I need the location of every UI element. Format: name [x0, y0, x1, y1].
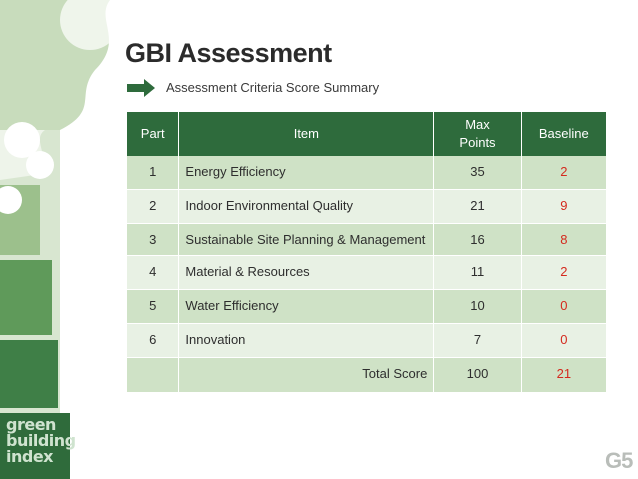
logo-line-2: building: [6, 431, 76, 450]
cell-part: 5: [127, 289, 180, 324]
header-baseline: Baseline: [521, 112, 606, 156]
table-row: 6 Innovation 7 0: [127, 323, 606, 358]
cell-max-points: 21: [433, 189, 522, 224]
cell-max-points: 35: [433, 156, 522, 190]
arrow-right-icon: [127, 79, 155, 97]
total-row: Total Score 100 21: [127, 357, 606, 393]
header-part: Part: [127, 112, 180, 156]
table-row: 4 Material & Resources 11 2: [127, 255, 606, 290]
cell-baseline: 2: [521, 156, 606, 190]
table-row: 1 Energy Efficiency 35 2: [127, 156, 606, 190]
table-row: 3 Sustainable Site Planning & Management…: [127, 223, 606, 256]
cell-item: Sustainable Site Planning & Management: [178, 223, 435, 256]
cell-part: 6: [127, 323, 180, 358]
cell-max-points: 16: [433, 223, 522, 256]
cell-max-points: 11: [433, 255, 522, 290]
logo-line-3: index: [6, 447, 54, 466]
cell-part: 1: [127, 156, 180, 190]
slide-title: GBI Assessment: [125, 38, 332, 68]
total-score-label: Total Score: [178, 357, 435, 393]
total-baseline: 21: [521, 357, 606, 393]
cell-baseline: 0: [521, 289, 606, 324]
table-header-row: Part Item Max Points Baseline: [127, 112, 606, 156]
cell-item: Energy Efficiency: [178, 156, 435, 190]
cell-item: Water Efficiency: [178, 289, 435, 324]
cell-baseline: 0: [521, 323, 606, 358]
decorative-side-graphic: [0, 0, 125, 479]
table-row: 5 Water Efficiency 10 0: [127, 289, 606, 324]
cell-part-empty: [127, 357, 180, 393]
header-max-points-label: Max Points: [459, 117, 496, 150]
header-item: Item: [178, 112, 435, 156]
cell-item: Indoor Environmental Quality: [178, 189, 435, 224]
cell-baseline: 2: [521, 255, 606, 290]
cell-baseline: 8: [521, 223, 606, 256]
table-row: 2 Indoor Environmental Quality 21 9: [127, 189, 606, 224]
cell-max-points: 10: [433, 289, 522, 324]
cell-baseline: 9: [521, 189, 606, 224]
green-building-index-logo: green building index: [0, 413, 76, 479]
cell-part: 3: [127, 223, 180, 256]
total-max-points: 100: [433, 357, 522, 393]
slide-subtitle: Assessment Criteria Score Summary: [166, 80, 380, 95]
cell-part: 2: [127, 189, 180, 224]
cell-max-points: 7: [433, 323, 522, 358]
cell-item: Innovation: [178, 323, 435, 358]
cell-item: Material & Resources: [178, 255, 435, 290]
page-mark: G5: [605, 448, 633, 473]
logo-line-1: green: [6, 415, 56, 434]
score-summary-table: Part Item Max Points Baseline 1 Energy E…: [127, 112, 606, 393]
cell-part: 4: [127, 255, 180, 290]
header-max-points: Max Points: [433, 112, 522, 156]
